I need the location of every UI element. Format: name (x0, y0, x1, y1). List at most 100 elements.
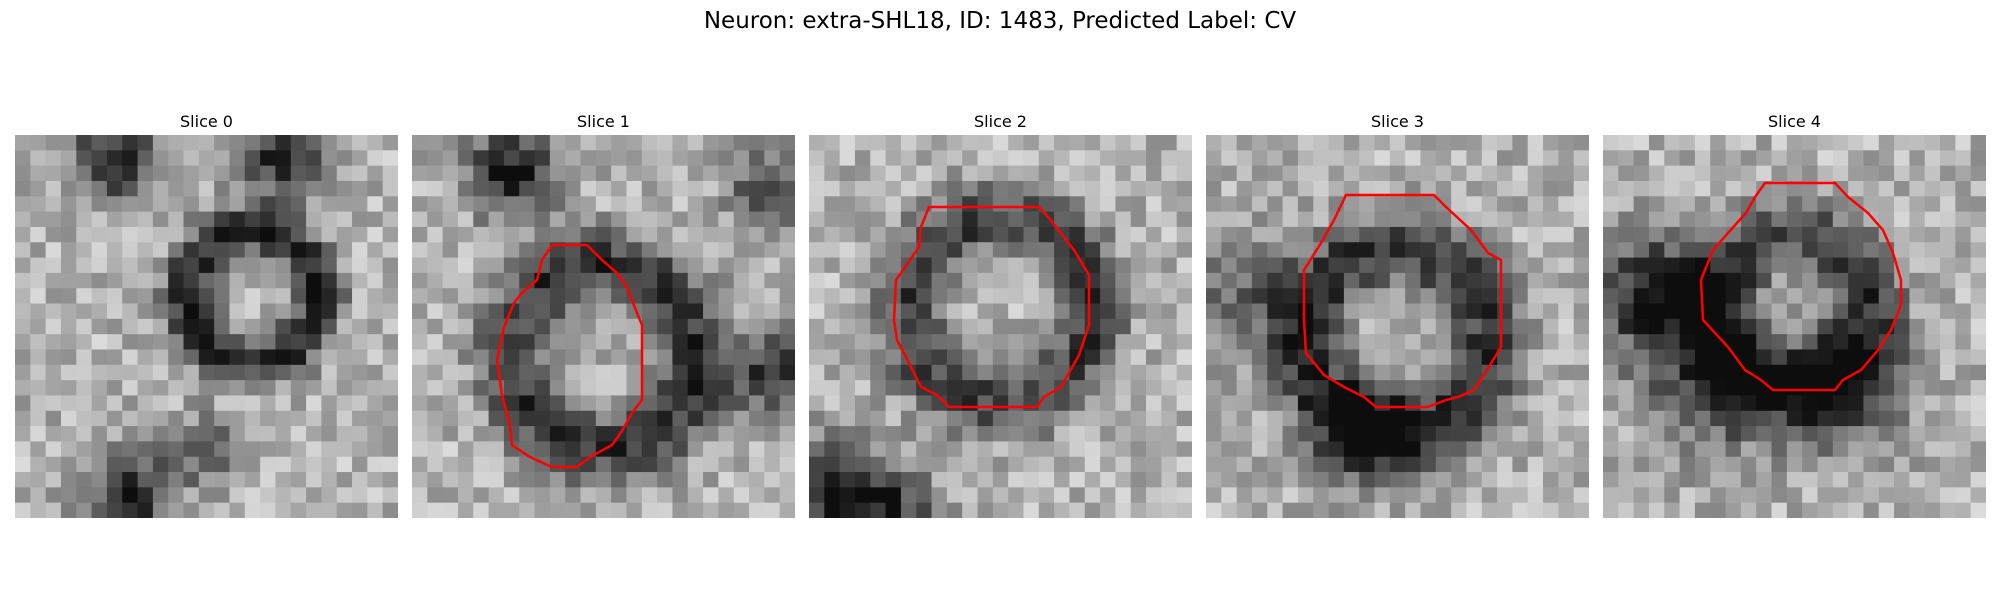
pixel (870, 349, 887, 366)
pixel (1633, 272, 1650, 289)
pixel (1176, 257, 1192, 274)
pixel (1282, 303, 1299, 320)
pixel (244, 318, 261, 335)
pixel (641, 318, 658, 335)
pixel (1069, 502, 1086, 518)
pixel (1267, 502, 1284, 518)
pixel (367, 395, 384, 412)
pixel (1756, 441, 1773, 458)
pixel (1633, 456, 1650, 473)
pixel (306, 165, 322, 182)
pixel (718, 226, 735, 243)
pixel (60, 303, 77, 320)
pixel (1282, 288, 1299, 305)
pixel (1069, 135, 1086, 151)
pixel (1297, 242, 1314, 259)
pixel (1328, 487, 1345, 504)
pixel (214, 395, 231, 412)
pixel (1527, 318, 1544, 335)
pixel (992, 487, 1009, 504)
pixel (1374, 288, 1391, 305)
pixel (1481, 303, 1498, 320)
pixel (580, 334, 597, 351)
pixel (1771, 349, 1788, 366)
pixel (1710, 288, 1727, 305)
pixel (15, 226, 31, 243)
roi-outline (1699, 181, 1903, 392)
pixel (168, 410, 185, 427)
pixel (30, 272, 47, 289)
pixel (1618, 150, 1635, 167)
pixel (657, 502, 674, 518)
pixel (91, 303, 108, 320)
pixel (1466, 150, 1483, 167)
pixel (137, 456, 154, 473)
pixel (992, 226, 1009, 243)
pixel (168, 395, 185, 412)
pixel (1756, 272, 1773, 289)
pixel (1451, 272, 1468, 289)
pixel (412, 165, 428, 182)
pixel (854, 334, 871, 351)
pixel (1038, 257, 1055, 274)
pixel (1328, 395, 1345, 412)
pixel (931, 410, 948, 427)
pixel (1648, 349, 1665, 366)
pixel (168, 135, 185, 151)
pixel (1466, 349, 1483, 366)
pixel (488, 180, 505, 197)
pixel (1756, 410, 1773, 427)
pixel (1512, 395, 1529, 412)
pixel (473, 441, 490, 458)
pixel (1481, 165, 1498, 182)
pixel (1405, 150, 1422, 167)
pixel (1664, 318, 1681, 335)
pixel (854, 303, 871, 320)
pixel (412, 380, 428, 397)
pixel (1740, 426, 1757, 442)
pixel (1740, 211, 1757, 228)
pixel (1909, 487, 1926, 504)
pixel (1648, 288, 1665, 305)
pixel (1573, 272, 1589, 289)
pixel (1740, 410, 1757, 427)
pixel (1648, 150, 1665, 167)
pixel (1725, 456, 1742, 473)
pixel (427, 135, 444, 151)
pixel (1435, 472, 1452, 488)
pixel (183, 196, 200, 213)
pixel (992, 426, 1009, 442)
pixel (1130, 242, 1147, 259)
pixel (1267, 150, 1284, 167)
pixel (321, 211, 338, 228)
pixel (1970, 364, 1986, 381)
pixel (611, 441, 628, 458)
pixel (1970, 426, 1986, 442)
pixel (1100, 288, 1116, 305)
pixel (1940, 150, 1956, 167)
pixel (1176, 487, 1192, 504)
pixel (1023, 426, 1040, 442)
pixel (1297, 349, 1314, 366)
pixel (657, 196, 674, 213)
pixel (1603, 135, 1619, 151)
pixel (15, 303, 31, 320)
pixel (1451, 395, 1468, 412)
pixel (1802, 487, 1819, 504)
pixel (1313, 472, 1330, 488)
pixel (534, 426, 551, 442)
pixel (657, 257, 674, 274)
pixel (595, 395, 612, 412)
pixel (1420, 165, 1437, 182)
pixel (76, 150, 93, 167)
pixel (1955, 318, 1972, 335)
pixel (1909, 242, 1926, 259)
pixel (1420, 502, 1437, 518)
pixel (1084, 165, 1101, 182)
pixel (672, 487, 689, 504)
pixel (565, 380, 582, 397)
pixel (1328, 150, 1345, 167)
pixel (839, 272, 856, 289)
pixel (183, 472, 200, 488)
pixel (1251, 395, 1268, 412)
